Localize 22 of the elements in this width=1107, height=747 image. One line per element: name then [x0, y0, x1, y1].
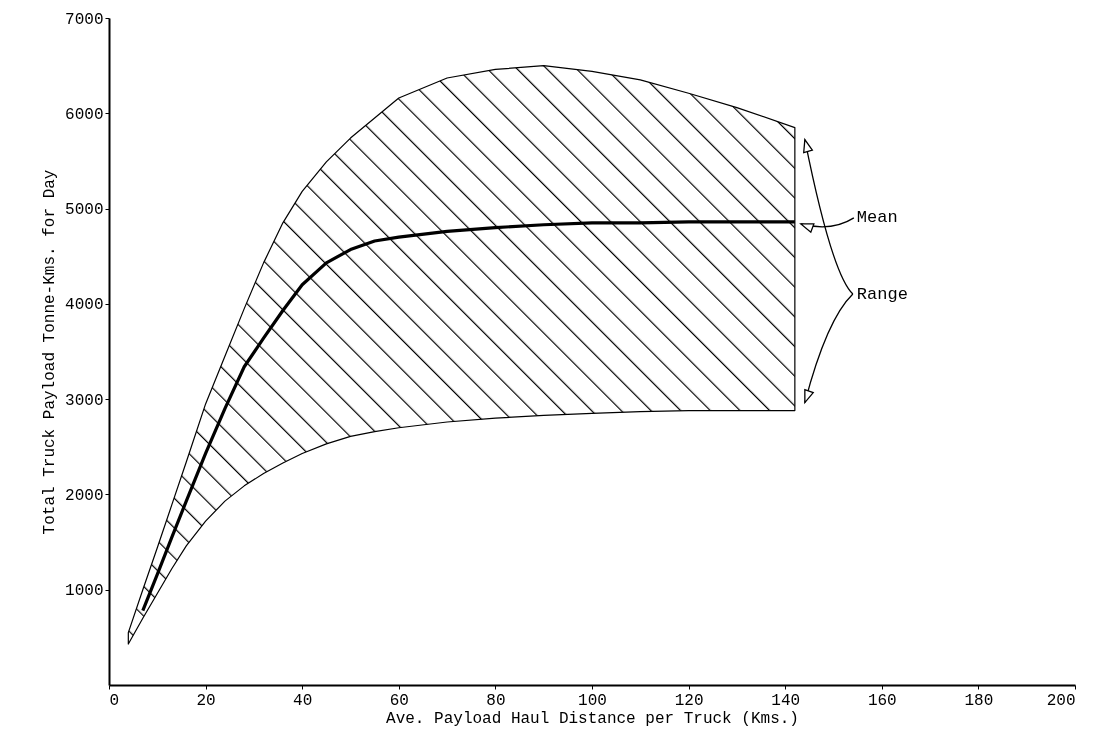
x-tick-label: 20 [196, 691, 216, 710]
y-tick-label: 7000 [65, 10, 104, 29]
x-tick-label: 140 [771, 691, 801, 710]
x-tick-label: 180 [964, 691, 994, 710]
x-tick-label: 60 [389, 691, 409, 710]
x-tick-label: 80 [486, 691, 506, 710]
y-tick-label: 5000 [65, 201, 104, 220]
x-tick-label: 100 [578, 691, 607, 710]
annotation: Range [856, 284, 908, 304]
x-tick-label: 40 [293, 691, 313, 710]
y-tick-label: 1000 [65, 582, 104, 601]
y-tick-label: 4000 [65, 296, 104, 315]
x-axis-title: Ave. Payload Haul Distance per Truck (Kms.) [386, 709, 799, 728]
y-tick-label: 2000 [65, 486, 104, 505]
x-tick-label: 0 [109, 691, 120, 710]
x-tick-label: 160 [867, 691, 897, 710]
y-axis-title: Total Truck Payload Tonne-Kms. for Day [41, 169, 60, 535]
x-tick-label: 200 [1046, 691, 1076, 710]
y-tick-label: 6000 [65, 105, 104, 124]
y-tick-label: 3000 [65, 391, 104, 410]
x-tick-label: 120 [674, 691, 704, 710]
annotation: Mean [856, 208, 898, 228]
